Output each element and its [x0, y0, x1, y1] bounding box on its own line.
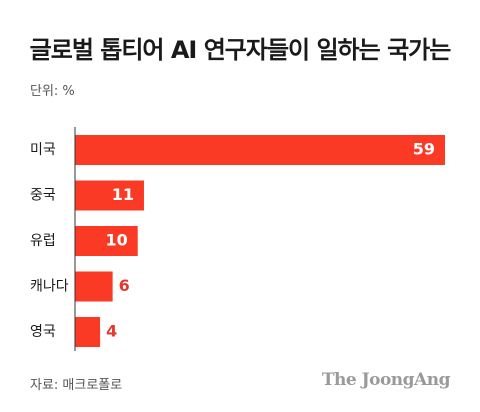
- value-label: 11: [112, 185, 134, 204]
- category-label: 캐나다: [30, 279, 69, 295]
- bar: [75, 135, 445, 165]
- publisher-logo: The JoongAng: [321, 370, 451, 390]
- bar: [75, 226, 138, 256]
- unit-label: 단위: %: [30, 84, 75, 99]
- bar: [75, 271, 113, 302]
- bar: [75, 317, 101, 347]
- source-note: 자료: 매크로폴로: [30, 378, 123, 393]
- value-label: 10: [105, 231, 127, 250]
- category-label: 미국: [30, 142, 56, 158]
- value-label: 59: [413, 140, 435, 159]
- value-label: 6: [119, 276, 130, 295]
- category-label: 중국: [30, 188, 56, 204]
- category-label: 유럽: [30, 233, 56, 249]
- chart-title: 글로벌 톱티어 AI 연구자들이 일하는 국가는: [29, 36, 452, 64]
- category-label: 영국: [30, 324, 56, 340]
- value-label: 4: [106, 322, 117, 341]
- bar: [75, 180, 144, 211]
